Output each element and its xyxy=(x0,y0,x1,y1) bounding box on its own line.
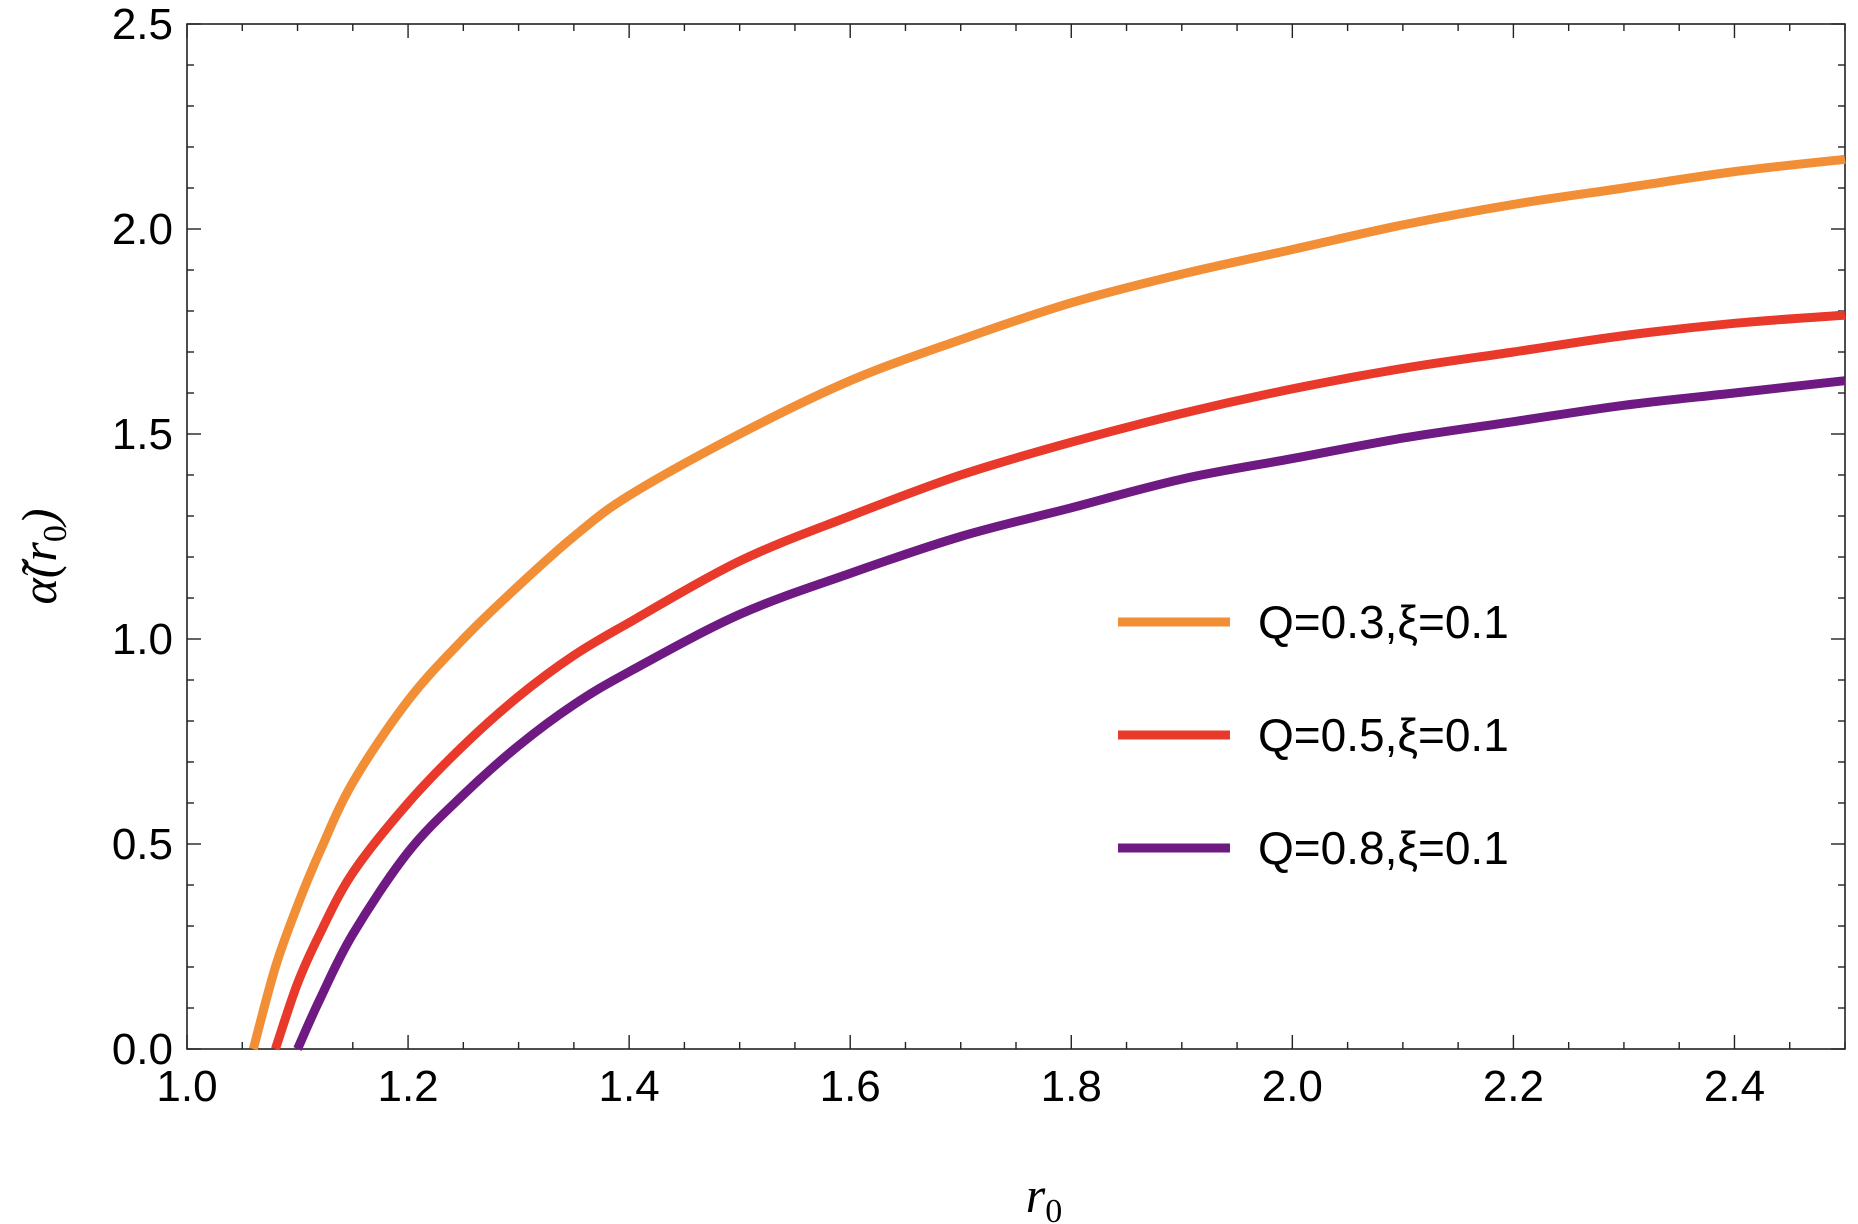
x-tick-label: 1.8 xyxy=(1041,1062,1102,1111)
legend-label-2: Q=0.5,ξ=0.1 xyxy=(1258,709,1509,761)
x-tick-label: 1.6 xyxy=(820,1062,881,1111)
x-tick-label: 1.4 xyxy=(599,1062,660,1111)
y-tick-label: 2.5 xyxy=(112,0,173,49)
x-tick-label: 1.0 xyxy=(156,1062,217,1111)
series-line-1 xyxy=(248,154,1846,1051)
series-line-2 xyxy=(271,310,1846,1051)
legend-label-1: Q=0.3,ξ=0.1 xyxy=(1258,596,1509,648)
x-tick-label: 2.4 xyxy=(1704,1062,1765,1111)
y-tick-label: 0.5 xyxy=(112,820,173,869)
y-tick-label: 1.0 xyxy=(112,615,173,664)
x-tick-label: 2.0 xyxy=(1262,1062,1323,1111)
y-tick-label: 0.0 xyxy=(112,1025,173,1074)
y-tick-label: 1.5 xyxy=(112,410,173,459)
y-tick-label: 2.0 xyxy=(112,205,173,254)
x-tick-label: 1.2 xyxy=(377,1062,438,1111)
x-tick-label: 2.2 xyxy=(1483,1062,1544,1111)
legend-label-3: Q=0.8,ξ=0.1 xyxy=(1258,822,1509,874)
x-axis-label: r0 xyxy=(1026,1167,1062,1224)
series-line-3 xyxy=(293,376,1846,1051)
y-axis-label: α̃(r0) xyxy=(11,508,74,604)
plot-frame xyxy=(186,23,1846,1050)
